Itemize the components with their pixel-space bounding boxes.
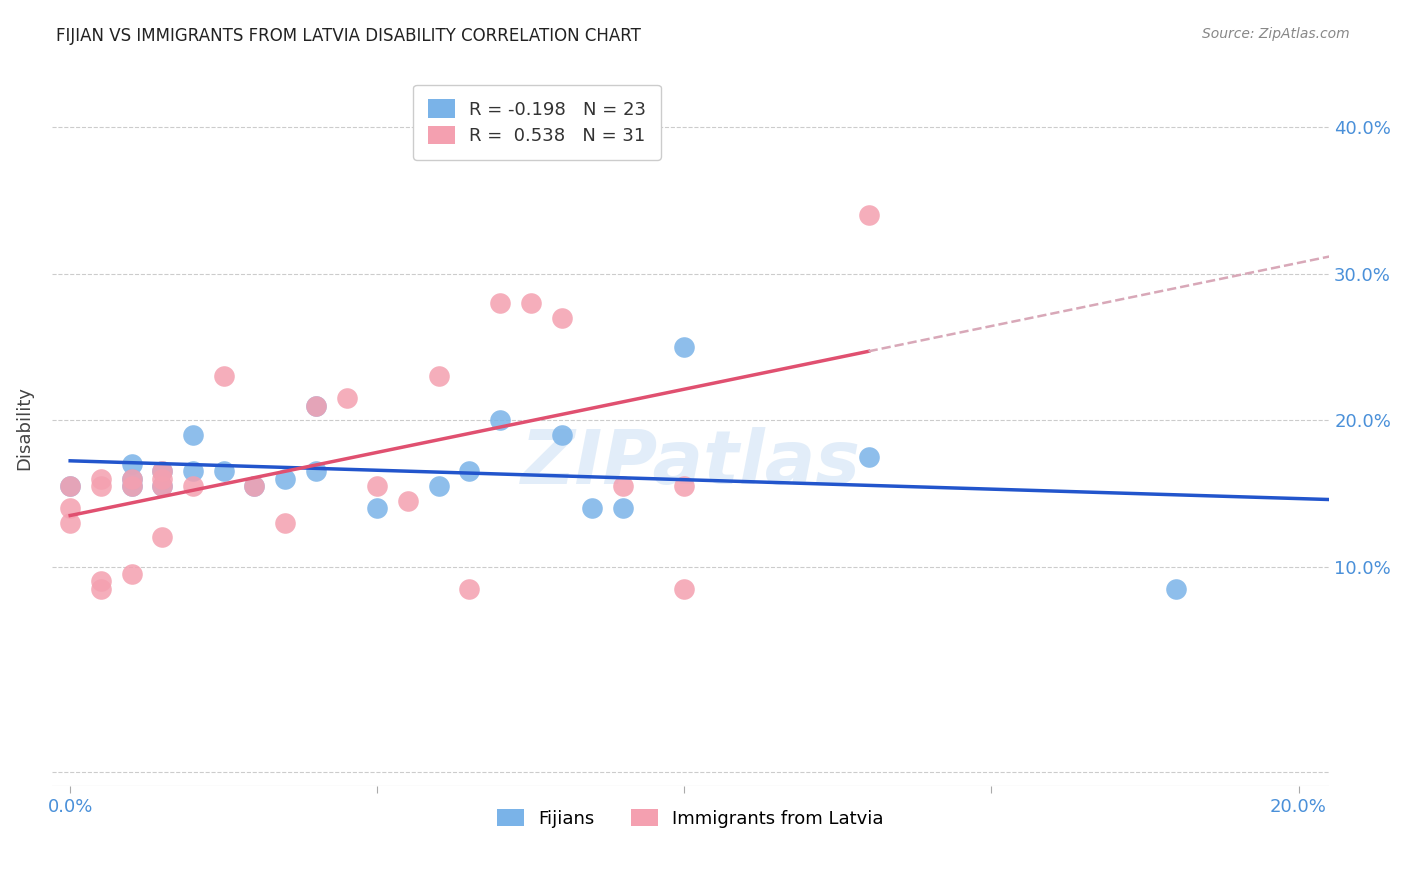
Point	[581, 501, 603, 516]
Point	[150, 530, 173, 544]
Legend: Fijians, Immigrants from Latvia: Fijians, Immigrants from Latvia	[489, 802, 891, 835]
Point	[458, 582, 481, 596]
Point	[181, 465, 204, 479]
Point	[150, 472, 173, 486]
Point	[150, 479, 173, 493]
Point	[366, 501, 388, 516]
Point	[181, 427, 204, 442]
Point	[520, 296, 543, 310]
Point	[1164, 582, 1187, 596]
Point	[612, 479, 634, 493]
Point	[212, 369, 235, 384]
Point	[673, 340, 696, 354]
Point	[305, 399, 328, 413]
Text: Source: ZipAtlas.com: Source: ZipAtlas.com	[1202, 27, 1350, 41]
Point	[673, 582, 696, 596]
Point	[243, 479, 266, 493]
Point	[59, 479, 82, 493]
Point	[550, 427, 572, 442]
Point	[212, 465, 235, 479]
Point	[121, 479, 143, 493]
Point	[427, 369, 450, 384]
Point	[274, 516, 297, 530]
Point	[550, 310, 572, 325]
Point	[366, 479, 388, 493]
Point	[150, 465, 173, 479]
Point	[243, 479, 266, 493]
Point	[274, 472, 297, 486]
Text: FIJIAN VS IMMIGRANTS FROM LATVIA DISABILITY CORRELATION CHART: FIJIAN VS IMMIGRANTS FROM LATVIA DISABIL…	[56, 27, 641, 45]
Point	[90, 574, 112, 589]
Point	[59, 516, 82, 530]
Point	[121, 567, 143, 582]
Point	[121, 472, 143, 486]
Point	[121, 457, 143, 471]
Text: ZIPatlas: ZIPatlas	[520, 427, 860, 500]
Point	[59, 479, 82, 493]
Point	[90, 472, 112, 486]
Point	[858, 208, 880, 222]
Point	[427, 479, 450, 493]
Point	[396, 493, 419, 508]
Point	[59, 501, 82, 516]
Point	[305, 465, 328, 479]
Point	[150, 465, 173, 479]
Point	[305, 399, 328, 413]
Point	[858, 450, 880, 464]
Point	[673, 479, 696, 493]
Point	[90, 479, 112, 493]
Point	[181, 479, 204, 493]
Point	[335, 391, 357, 405]
Point	[121, 472, 143, 486]
Point	[612, 501, 634, 516]
Point	[458, 465, 481, 479]
Y-axis label: Disability: Disability	[15, 385, 32, 469]
Point	[90, 582, 112, 596]
Point	[489, 296, 512, 310]
Point	[150, 479, 173, 493]
Point	[489, 413, 512, 427]
Point	[121, 479, 143, 493]
